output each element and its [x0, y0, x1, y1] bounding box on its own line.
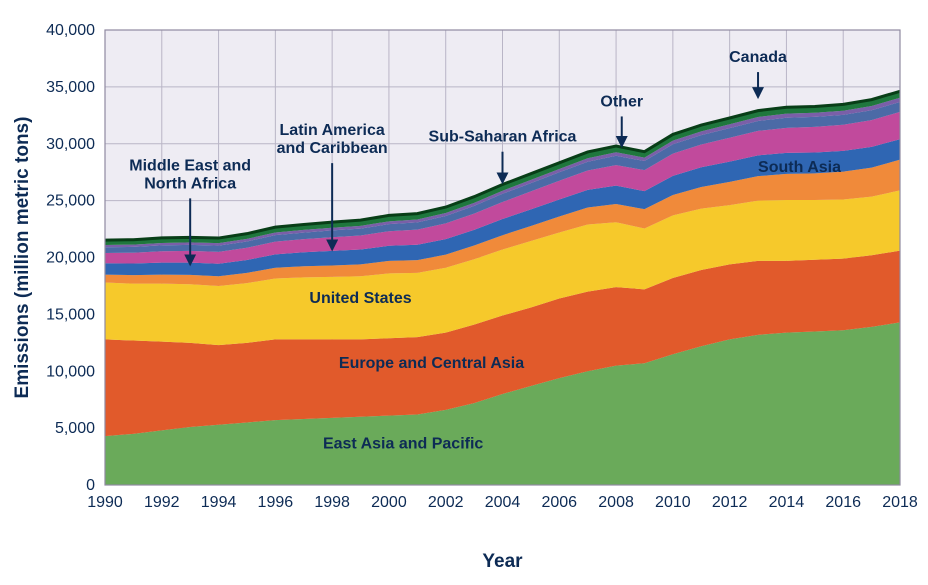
x-tick-label: 2008 — [598, 494, 634, 511]
x-tick-label: 1994 — [201, 494, 237, 511]
series-label: Other — [600, 93, 643, 110]
series-label: Europe and Central Asia — [339, 355, 524, 372]
y-tick-label: 15,000 — [46, 306, 95, 323]
y-tick-label: 40,000 — [46, 22, 95, 39]
y-tick-label: 0 — [86, 477, 95, 494]
x-tick-label: 1992 — [144, 494, 180, 511]
x-tick-label: 2012 — [712, 494, 748, 511]
x-tick-label: 1998 — [314, 494, 350, 511]
x-tick-label: 1996 — [258, 494, 294, 511]
y-tick-label: 25,000 — [46, 193, 95, 210]
x-tick-label: 2014 — [769, 494, 805, 511]
series-label: United States — [309, 290, 411, 307]
x-tick-label: 2010 — [655, 494, 691, 511]
y-axis-label: Emissions (million metric tons) — [12, 117, 33, 399]
y-tick-label: 30,000 — [46, 136, 95, 153]
x-tick-label: 2000 — [371, 494, 407, 511]
y-tick-label: 20,000 — [46, 250, 95, 267]
series-label: Canada — [729, 49, 787, 66]
series-label: Sub-Saharan Africa — [429, 129, 577, 146]
y-tick-label: 35,000 — [46, 79, 95, 96]
chart-svg: 1990 1992 1994 1996 1998 2000 2002 2004 2006 2008… — [0, 0, 928, 585]
x-tick-label: 2018 — [882, 494, 918, 511]
series-label: Latin America — [280, 122, 385, 139]
x-tick-label: 2002 — [428, 494, 464, 511]
y-tick-label: 5,000 — [55, 420, 95, 437]
series-label: Middle East and — [129, 157, 251, 174]
series-label: and Caribbean — [277, 140, 388, 157]
y-tick-label: 10,000 — [46, 363, 95, 380]
x-tick-label: 2006 — [541, 494, 577, 511]
series-label: South Asia — [758, 159, 841, 176]
x-axis-label: Year — [482, 551, 523, 572]
x-tick-label: 2016 — [825, 494, 861, 511]
series-label: East Asia and Pacific — [323, 436, 483, 453]
emissions-stacked-area-chart: 1990 1992 1994 1996 1998 2000 2002 2004 2006 2008… — [0, 0, 928, 585]
series-label: North Africa — [144, 175, 236, 192]
x-tick-label: 2004 — [485, 494, 521, 511]
x-tick-label: 1990 — [87, 494, 123, 511]
